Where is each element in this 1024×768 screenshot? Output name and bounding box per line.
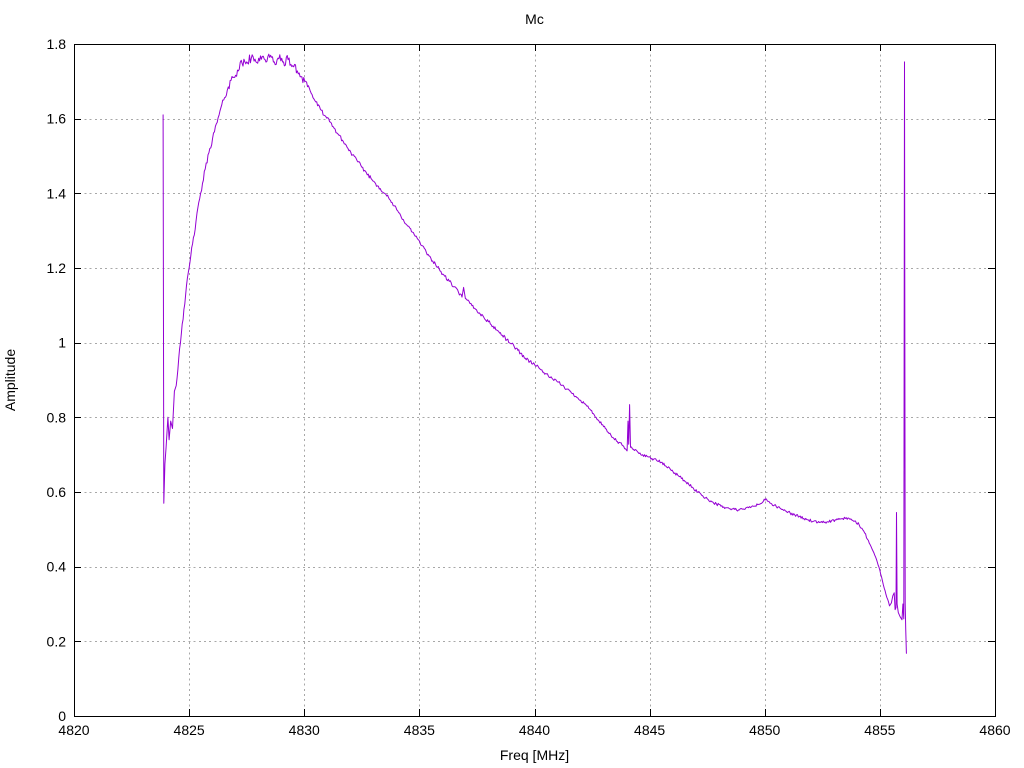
x-axis-label: Freq [MHz] [499,747,570,763]
y-tick-label: 0.6 [47,484,67,500]
x-tick-label: 4820 [58,722,89,738]
chart-title: Mc [525,11,544,27]
y-tick-label: 1.6 [47,111,67,127]
signal-trace [162,53,907,654]
y-tick-label: 1 [58,335,66,351]
x-tick-label: 4850 [749,722,780,738]
y-tick-label: 1.4 [47,185,67,201]
y-tick-label: 1.8 [47,36,67,52]
y-tick-label: 1.2 [47,260,67,276]
y-axis-label: Amplitude [2,348,18,412]
x-tick-label: 4860 [979,722,1010,738]
x-tick-label: 4855 [864,722,895,738]
y-tick-label: 0 [58,708,66,724]
x-tick-label: 4835 [404,722,435,738]
x-tick-label: 4845 [634,722,665,738]
axis-border [74,44,996,717]
y-tick-label: 0.8 [47,409,67,425]
x-tick-label: 4825 [174,722,205,738]
y-tick-label: 0.4 [47,559,67,575]
y-tick-label: 0.2 [47,633,67,649]
x-tick-label: 4840 [519,722,550,738]
x-tick-label: 4830 [289,722,320,738]
